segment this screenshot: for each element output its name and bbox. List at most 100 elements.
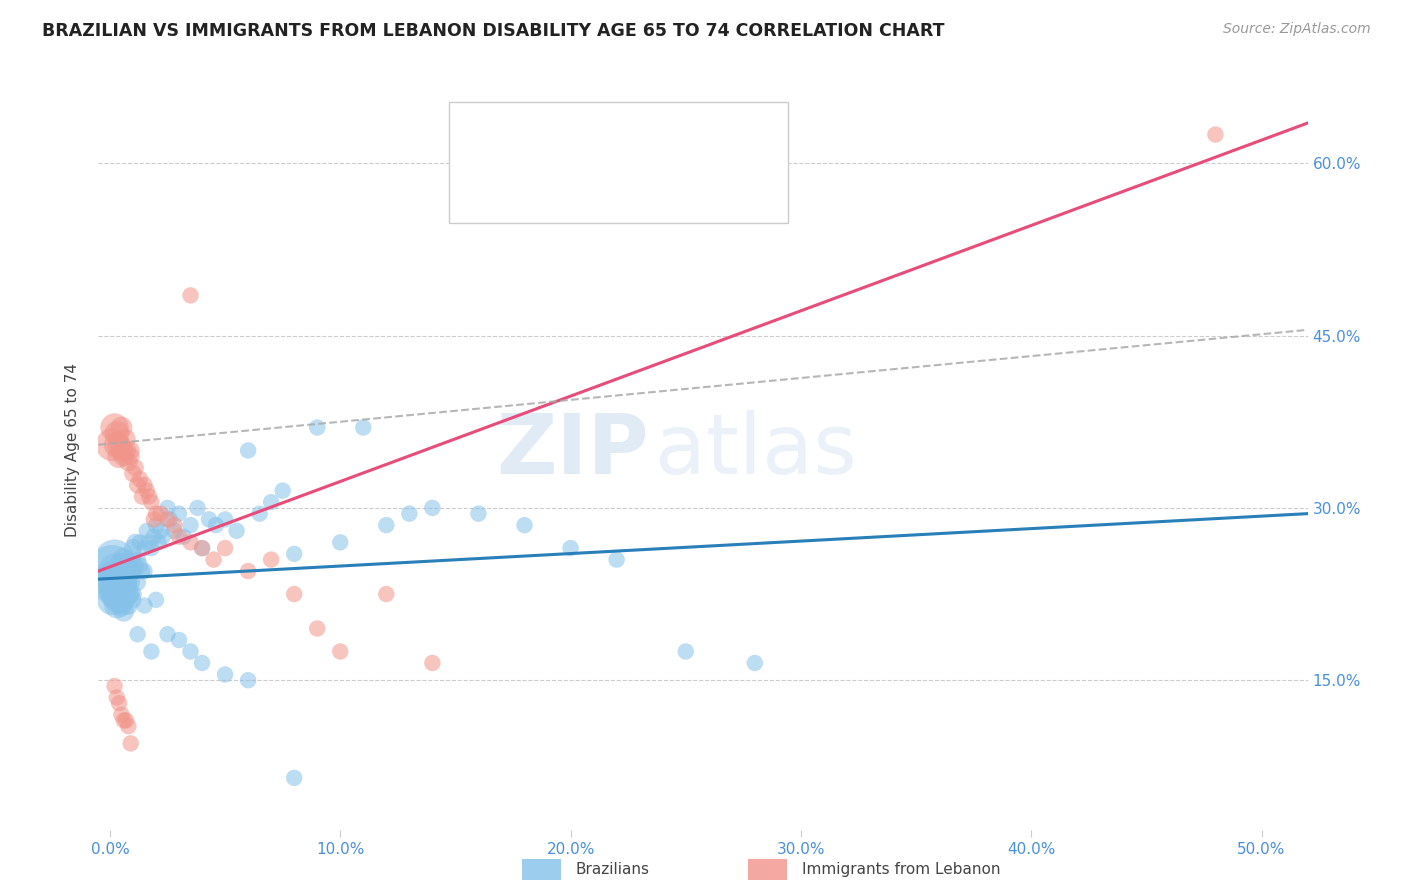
- Point: [122, 564, 145, 578]
- Point: [103, 420, 125, 434]
- Point: [214, 512, 236, 526]
- Point: [105, 564, 128, 578]
- Point: [120, 449, 142, 463]
- Point: [191, 541, 214, 555]
- Point: [329, 644, 352, 658]
- Point: [606, 552, 628, 566]
- Point: [142, 530, 165, 544]
- Point: [225, 524, 247, 538]
- Point: [117, 599, 139, 613]
- Point: [115, 443, 138, 458]
- Point: [191, 541, 214, 555]
- Point: [127, 478, 149, 492]
- Point: [173, 530, 195, 544]
- Point: [115, 432, 138, 446]
- Point: [329, 535, 352, 549]
- Point: [103, 679, 125, 693]
- Point: [135, 524, 157, 538]
- Point: [115, 564, 138, 578]
- Point: [117, 587, 139, 601]
- Point: [110, 558, 132, 573]
- Point: [115, 575, 138, 590]
- Point: [156, 512, 179, 526]
- Point: [110, 443, 132, 458]
- Point: [112, 714, 135, 728]
- Point: [117, 558, 139, 573]
- Point: [513, 518, 536, 533]
- Point: [110, 599, 132, 613]
- Point: [186, 500, 208, 515]
- Point: [271, 483, 294, 498]
- Y-axis label: Disability Age 65 to 74: Disability Age 65 to 74: [65, 363, 80, 538]
- Point: [307, 622, 329, 636]
- Point: [103, 575, 125, 590]
- Point: [145, 507, 167, 521]
- Point: [108, 438, 131, 452]
- Point: [127, 575, 149, 590]
- Point: [156, 500, 179, 515]
- Point: [122, 541, 145, 555]
- Point: [167, 530, 190, 544]
- Point: [101, 564, 124, 578]
- Point: [167, 633, 190, 648]
- Point: [180, 518, 202, 533]
- FancyBboxPatch shape: [522, 859, 561, 880]
- Point: [108, 696, 131, 710]
- Point: [422, 500, 444, 515]
- Point: [283, 587, 305, 601]
- Point: [352, 420, 374, 434]
- Point: [112, 570, 135, 584]
- Point: [214, 541, 236, 555]
- Point: [108, 592, 131, 607]
- Point: [180, 288, 202, 302]
- Point: [108, 449, 131, 463]
- Point: [236, 564, 259, 578]
- Point: [202, 552, 225, 566]
- Point: [110, 420, 132, 434]
- Point: [134, 599, 156, 613]
- Point: [138, 535, 160, 549]
- Point: [467, 507, 489, 521]
- Point: [120, 587, 142, 601]
- Point: [103, 552, 125, 566]
- Point: [120, 443, 142, 458]
- FancyBboxPatch shape: [748, 859, 787, 880]
- Point: [128, 535, 150, 549]
- Point: [105, 575, 128, 590]
- Point: [141, 495, 163, 509]
- Point: [134, 564, 156, 578]
- Point: [180, 644, 202, 658]
- Point: [145, 592, 167, 607]
- Point: [105, 599, 128, 613]
- Point: [105, 690, 128, 705]
- Point: [149, 524, 172, 538]
- Point: [117, 719, 139, 733]
- Point: [283, 547, 305, 561]
- Point: [141, 644, 163, 658]
- Point: [560, 541, 582, 555]
- Point: [101, 592, 124, 607]
- Point: [105, 426, 128, 441]
- Point: [180, 535, 202, 549]
- Point: [167, 507, 190, 521]
- Point: [103, 570, 125, 584]
- Point: [398, 507, 420, 521]
- Point: [198, 512, 221, 526]
- Point: [127, 627, 149, 641]
- Point: [101, 575, 124, 590]
- Point: [128, 558, 150, 573]
- Point: [422, 656, 444, 670]
- Point: [163, 524, 186, 538]
- Point: [131, 564, 153, 578]
- Point: [115, 592, 138, 607]
- Point: [110, 564, 132, 578]
- Point: [145, 518, 167, 533]
- Point: [122, 592, 145, 607]
- Point: [101, 438, 124, 452]
- Point: [260, 552, 283, 566]
- Point: [115, 714, 138, 728]
- Point: [744, 656, 766, 670]
- Point: [124, 558, 146, 573]
- Point: [159, 512, 181, 526]
- Point: [149, 507, 172, 521]
